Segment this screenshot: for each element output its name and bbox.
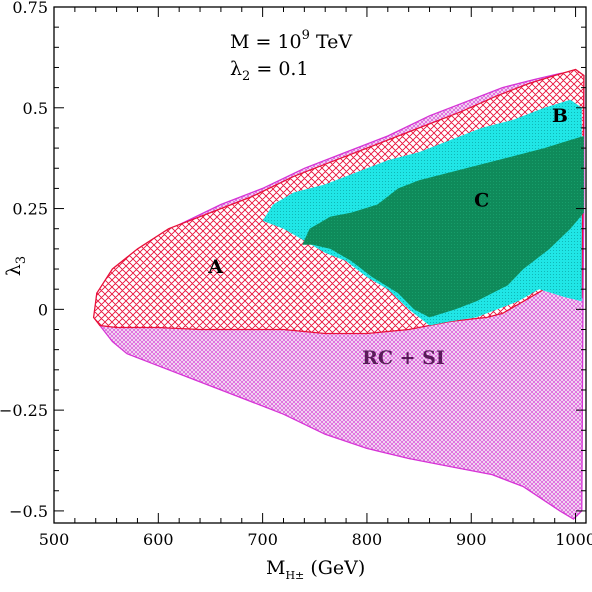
y-tick-label: −0.25 xyxy=(0,401,48,420)
plot-frame xyxy=(53,6,587,524)
y-axis-label: λ3 xyxy=(3,256,29,276)
y-tick-label: 0.25 xyxy=(12,200,48,219)
x-axis-label: MH± (GeV) xyxy=(266,557,365,582)
lambda2-annotation: λ2 = 0.1 xyxy=(230,58,309,84)
x-tick-label: 700 xyxy=(247,530,278,549)
mass-annotation: M = 109 TeV xyxy=(230,28,352,53)
x-tick-label: 900 xyxy=(456,530,487,549)
region-a-label: A xyxy=(207,256,223,278)
region-c-label: C xyxy=(474,190,489,212)
annotation-block: M = 109 TeV λ2 = 0.1 xyxy=(230,28,352,84)
region-rc-si-label: RC + SI xyxy=(362,347,445,369)
y-tick-label: 0.5 xyxy=(23,99,48,118)
x-tick-label: 500 xyxy=(39,530,70,549)
y-tick-label: −0.5 xyxy=(9,502,48,521)
region-b-label: B xyxy=(552,105,568,127)
x-tick-label: 1000 xyxy=(555,530,592,549)
y-tick-label: 0.75 xyxy=(12,0,48,17)
y-tick-label: 0 xyxy=(38,300,48,319)
x-tick-label: 600 xyxy=(143,530,174,549)
region-c xyxy=(302,136,584,318)
x-tick-label: 800 xyxy=(352,530,383,549)
